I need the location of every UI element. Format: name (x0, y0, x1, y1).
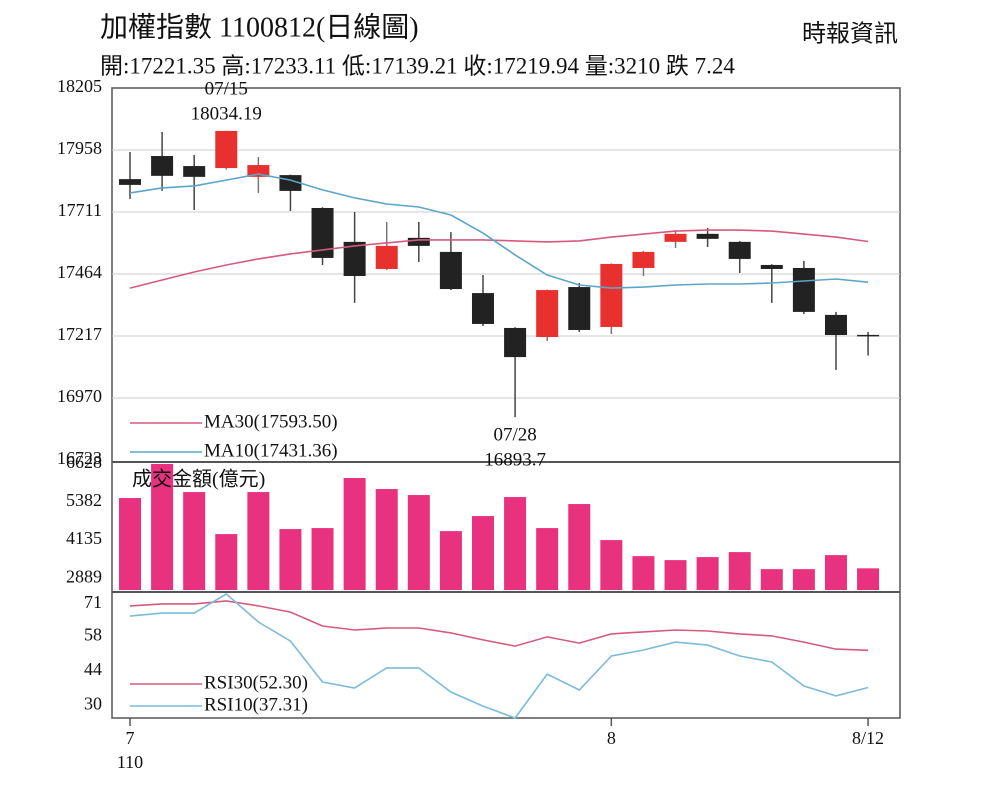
candle-body (568, 287, 591, 330)
candle-body (343, 241, 366, 277)
candle-body (600, 263, 623, 327)
bar (439, 531, 462, 590)
annotation-date: 07/15 (205, 78, 248, 99)
candle-body (471, 293, 494, 324)
candle-body (215, 130, 238, 169)
candle-body (824, 314, 847, 335)
line (129, 600, 869, 652)
bar (504, 497, 527, 590)
candle-body (792, 267, 815, 312)
candle-body (119, 179, 141, 185)
y-tick-label: 17217 (57, 324, 102, 344)
line (129, 593, 869, 719)
annotation-value: 16893.7 (484, 449, 546, 470)
y-tick-label: 5382 (66, 490, 102, 510)
candle-body (504, 327, 527, 358)
bar (311, 528, 334, 590)
candle-body (664, 233, 687, 242)
candle-body (857, 334, 880, 337)
candle-body (375, 245, 398, 269)
y-tick-label: 2889 (66, 566, 102, 586)
bar (215, 534, 238, 590)
candle-body (760, 264, 783, 269)
y-tick-label: 17958 (57, 138, 102, 158)
bar (696, 557, 719, 590)
candle-body (536, 290, 559, 338)
bar (279, 529, 302, 590)
legend-label: RSI30(52.30) (204, 672, 308, 693)
bar (857, 568, 880, 590)
bar (151, 464, 174, 590)
x-sub-label: 110 (117, 752, 143, 772)
y-tick-label: 4135 (66, 528, 102, 548)
annotation-value: 18034.19 (191, 103, 262, 124)
bar (471, 516, 494, 590)
bar (568, 504, 591, 590)
bar (119, 498, 141, 590)
y-tick-label: 17464 (57, 262, 102, 282)
bar (664, 560, 687, 590)
summary: 開:17221.35 高:17233.11 低:17139.21 收:17219… (100, 53, 735, 78)
candle-body (183, 166, 206, 177)
y-tick-label: 30 (84, 694, 102, 714)
line (129, 173, 869, 289)
bar (760, 569, 783, 590)
legend-label: RSI10(37.31) (204, 694, 308, 715)
x-tick-label: 8 (607, 728, 616, 748)
source: 時報資訊 (802, 21, 898, 48)
chart-title: 加權指數 1100812(日線圖) (100, 11, 419, 43)
y-tick-label: 17711 (58, 200, 102, 220)
frame (111, 87, 901, 719)
x-tick-label: 8/12 (852, 728, 884, 748)
bar (632, 556, 655, 590)
y-tick-label: 44 (84, 659, 102, 679)
line (129, 229, 869, 289)
candle-body (311, 207, 334, 258)
y-tick-label: 16723 (57, 448, 102, 468)
y-tick-label: 58 (84, 624, 102, 644)
candle-body (439, 251, 462, 290)
x-tick-label: 7 (126, 728, 135, 748)
y-tick-label: 18205 (57, 76, 102, 96)
candle-body (407, 237, 430, 246)
legend-label: MA30(17593.50) (204, 411, 338, 432)
bar (536, 528, 559, 590)
bar (343, 478, 366, 590)
legend-label: MA10(17431.36) (204, 440, 338, 461)
bar (728, 552, 751, 590)
y-tick-label: 6628 (66, 452, 102, 472)
candle-body (151, 156, 174, 176)
panel-label: 成交金額(億元) (132, 468, 265, 491)
y-tick-label: 16970 (57, 386, 102, 406)
y-tick-label: 71 (84, 592, 102, 612)
bar (183, 492, 206, 590)
bar (792, 569, 815, 590)
bar (375, 489, 398, 590)
candle-body (728, 241, 751, 259)
candle-body (632, 251, 655, 268)
bar (824, 555, 847, 590)
bar (407, 495, 430, 590)
candle-body (247, 165, 270, 177)
bar (600, 540, 623, 590)
annotation-date: 07/28 (493, 424, 536, 445)
candle-body (696, 233, 719, 239)
bar (247, 492, 270, 590)
